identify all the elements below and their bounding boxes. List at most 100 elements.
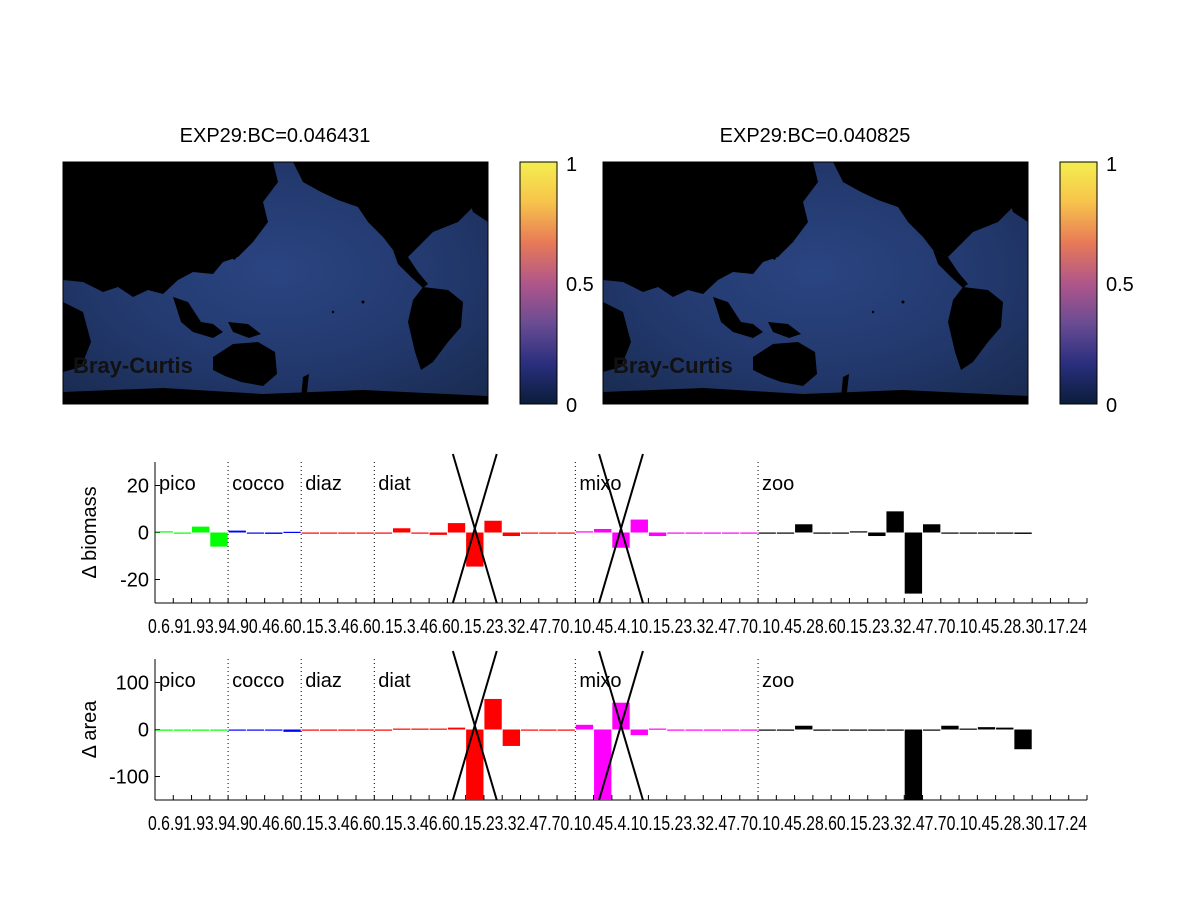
group-label-pico: pico (159, 473, 196, 495)
bar-diaz (338, 532, 356, 534)
group-label-diat: diat (378, 670, 411, 692)
bar-zoo (831, 532, 849, 534)
group-label-pico: pico (159, 670, 196, 692)
bar-zoo (813, 729, 831, 731)
bar-diat (502, 729, 521, 746)
bar-cocco (228, 729, 246, 731)
bar-diat (466, 729, 484, 800)
biomass-bar-chart: 20 0 -20 Δ biomass 0.6.91.93.94.90.46.60.15.… (79, 453, 1088, 638)
world-map (602, 161, 1029, 405)
y-tick-label: -100 (109, 767, 149, 789)
bar-zoo (959, 728, 977, 730)
map-label: Bray-Curtis (73, 353, 193, 378)
bar-diat (411, 728, 429, 730)
bar-pico (173, 729, 192, 731)
bar-mixo (630, 519, 648, 533)
colorbar-tick-mid: 0.5 (1106, 274, 1134, 296)
bar-zoo (849, 729, 868, 731)
world-map (62, 161, 489, 405)
group-label-cocco: cocco (232, 473, 284, 495)
bar-zoo (922, 524, 941, 533)
bar-mixo (685, 532, 703, 534)
bar-zoo (941, 725, 959, 730)
bar-cocco (228, 530, 246, 533)
bar-zoo (904, 532, 923, 594)
bar-mixo (721, 532, 740, 534)
bar-cocco (283, 531, 301, 533)
bar-cocco (246, 729, 265, 731)
bar-mixo (667, 729, 685, 731)
bar-cocco (283, 729, 301, 732)
area-bar-chart: 100 0 -100 Δ area 0.6.91.93.94.90.46.60.15.3… (79, 650, 1088, 835)
group-label-cocco: cocco (232, 670, 284, 692)
bar-zoo (886, 729, 904, 731)
bar-mixo (740, 729, 758, 731)
group-label-diat: diat (378, 473, 411, 495)
bar-zoo (959, 532, 977, 534)
colorbar-gradient (519, 161, 558, 405)
colorbar-gradient (1059, 161, 1098, 405)
y-tick-label: 0 (138, 523, 149, 545)
bar-pico (192, 526, 210, 533)
bar-diat (447, 523, 466, 533)
colorbar: 1 0.5 0 (1059, 154, 1134, 417)
bar-mixo (575, 531, 594, 533)
x-tick-labels: 0.6.91.93.94.90.46.60.15.3.46.60.15.3.46… (148, 813, 1087, 835)
bar-diat (502, 532, 521, 537)
map-title: EXP29:BC=0.040825 (720, 125, 911, 147)
bar-diaz (319, 532, 338, 534)
bar-mixo (612, 532, 630, 548)
bar-pico (173, 532, 192, 534)
bar-cocco (265, 532, 283, 534)
bar-zoo (813, 532, 831, 534)
y-tick-label: 20 (127, 476, 149, 498)
group-label-diaz: diaz (305, 473, 342, 495)
cross-marker (451, 453, 498, 604)
bar-zoo (941, 532, 959, 534)
bar-diaz (356, 729, 374, 731)
bar-diat (429, 532, 447, 535)
bar-zoo (977, 532, 996, 534)
bar-diaz (301, 532, 320, 534)
bar-zoo (776, 532, 795, 534)
bar-diat (484, 520, 502, 533)
bar-zoo (795, 725, 813, 730)
map-title: EXP29:BC=0.046431 (180, 125, 371, 147)
colorbar: 1 0.5 0 (519, 154, 594, 417)
bar-zoo (758, 532, 776, 534)
bar-diat (393, 728, 411, 730)
bar-zoo (849, 531, 868, 533)
bar-diat (539, 729, 557, 731)
bar-diat (539, 532, 557, 534)
colorbar-tick-bottom: 0 (566, 395, 577, 417)
bar-zoo (868, 532, 886, 537)
colorbar-tick-top: 1 (566, 154, 577, 176)
bar-mixo (594, 729, 612, 800)
bar-pico (210, 729, 228, 731)
bar-mixo (740, 532, 758, 534)
bar-mixo (648, 728, 667, 730)
bar-zoo (996, 532, 1014, 534)
colorbar-tick-mid: 0.5 (566, 274, 594, 296)
bar-zoo (904, 729, 923, 800)
bar-diaz (356, 532, 374, 534)
bar-mixo (667, 532, 685, 534)
bar-pico (192, 729, 210, 731)
bar-mixo (703, 729, 722, 731)
bar-diat (374, 729, 393, 731)
bar-zoo (886, 511, 904, 533)
map-panel-1: EXP29:BC=0.046431 Bray-Curtis 1 0.5 0 (62, 125, 594, 417)
bar-diaz (301, 729, 320, 731)
bar-diat (429, 728, 447, 730)
cross-marker (451, 650, 498, 801)
y-tick-label: 0 (138, 720, 149, 742)
bar-mixo (594, 528, 612, 533)
bar-zoo (996, 727, 1014, 730)
y-axis-label: Δ biomass (79, 486, 101, 578)
bar-diaz (338, 729, 356, 731)
bar-mixo (721, 729, 740, 731)
bar-diat (520, 532, 539, 534)
bar-zoo (977, 727, 996, 730)
bar-diaz (319, 729, 338, 731)
bar-diat (411, 532, 429, 534)
